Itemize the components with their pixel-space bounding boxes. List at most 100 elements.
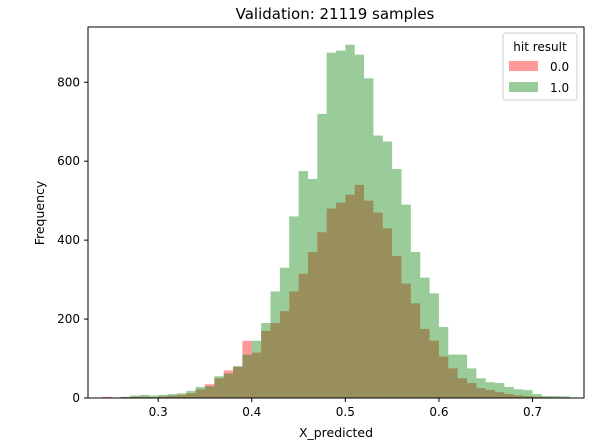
bar-1.0-28 xyxy=(364,78,374,398)
legend-label-1.0: 1.0 xyxy=(550,81,569,95)
x-tick-label: 0.6 xyxy=(429,405,448,419)
bar-1.0-19 xyxy=(279,267,290,398)
bar-0.0-14 xyxy=(233,366,243,398)
bar-1.0-36 xyxy=(438,326,449,398)
bar-1.0-42 xyxy=(495,383,505,398)
bar-0.0-15 xyxy=(242,340,252,398)
bar-0.0-31 xyxy=(392,255,402,398)
bar-0.0-27 xyxy=(354,184,365,398)
bar-0.0-16 xyxy=(251,352,262,398)
bar-1.0-2 xyxy=(120,396,131,398)
bar-1.0-44 xyxy=(513,389,524,398)
bar-1.0-27 xyxy=(354,54,365,398)
bar-0.0-28 xyxy=(364,200,374,398)
bar-1.0-21 xyxy=(298,171,308,398)
bar-0.0-8 xyxy=(176,394,187,398)
bar-1.0-43 xyxy=(504,386,514,398)
bar-1.0-14 xyxy=(233,366,243,398)
bar-0.0-36 xyxy=(438,356,449,398)
bar-0.0-25 xyxy=(336,202,346,398)
chart-title: Validation: 21119 samples xyxy=(236,5,435,23)
plot-frame xyxy=(87,26,585,399)
bar-0.0-39 xyxy=(467,383,477,398)
bar-0.0-0 xyxy=(102,396,112,398)
bar-1.0-9 xyxy=(186,390,196,398)
bar-0.0-30 xyxy=(382,228,393,398)
bar-0.0-43 xyxy=(504,394,514,398)
bar-1.0-48 xyxy=(551,396,561,398)
bar-1.0-10 xyxy=(195,386,205,398)
bar-0.0-26 xyxy=(345,194,355,398)
bar-0.0-32 xyxy=(401,283,411,398)
x-tick-label: 0.7 xyxy=(523,405,542,419)
x-tick-label: 0.5 xyxy=(336,405,355,419)
bar-1.0-35 xyxy=(429,293,439,398)
bar-1.0-49 xyxy=(560,396,570,398)
bar-1.0-39 xyxy=(467,368,477,398)
bar-1.0-11 xyxy=(204,386,215,398)
bar-1.0-4 xyxy=(139,394,149,398)
bar-1.0-12 xyxy=(214,376,224,398)
bar-0.0-12 xyxy=(214,378,224,398)
bar-1.0-33 xyxy=(410,251,421,398)
bar-0.0-29 xyxy=(373,212,383,398)
y-tick-label: 0 xyxy=(72,391,80,405)
bar-1.0-46 xyxy=(532,394,542,398)
x-tick-label: 0.3 xyxy=(149,405,168,419)
bar-1.0-3 xyxy=(130,395,140,398)
bars-layer xyxy=(102,44,570,399)
y-tick-label: 400 xyxy=(57,233,80,247)
bar-1.0-25 xyxy=(336,50,346,399)
bar-1.0-17 xyxy=(261,323,271,398)
legend: hit result 0.0 1.0 xyxy=(502,32,578,101)
bar-0.0-45 xyxy=(523,396,533,398)
x-axis: 0.3 0.4 0.5 0.6 0.7 xyxy=(149,398,542,419)
bar-1.0-37 xyxy=(448,354,458,398)
bar-0.0-41 xyxy=(485,390,496,398)
y-axis: 0 200 400 600 800 xyxy=(57,75,88,405)
y-tick-label: 800 xyxy=(57,75,80,89)
bar-1.0-6 xyxy=(158,394,168,398)
bar-1.0-13 xyxy=(223,373,234,398)
series-1.0 xyxy=(102,44,570,399)
bar-1.0-16 xyxy=(251,340,262,398)
bar-0.0-10 xyxy=(195,389,205,398)
bar-0.0-44 xyxy=(513,395,524,398)
bar-0.0-3 xyxy=(130,396,140,398)
bar-0.0-7 xyxy=(167,395,177,398)
y-axis-label: Frequency xyxy=(32,180,47,245)
y-tick-label: 600 xyxy=(57,154,80,168)
bar-0.0-34 xyxy=(420,328,430,398)
bar-0.0-24 xyxy=(326,208,336,398)
legend-swatch-1.0 xyxy=(509,82,538,92)
bar-1.0-8 xyxy=(176,393,187,398)
bar-1.0-30 xyxy=(382,141,393,398)
bar-1.0-47 xyxy=(541,396,552,398)
bar-1.0-31 xyxy=(392,169,402,398)
legend-label-0.0: 0.0 xyxy=(550,60,569,74)
bar-0.0-42 xyxy=(495,392,505,398)
bar-0.0-19 xyxy=(279,311,290,398)
bar-0.0-17 xyxy=(261,330,271,398)
bar-0.0-37 xyxy=(448,368,458,398)
bar-1.0-29 xyxy=(373,135,383,399)
bar-0.0-13 xyxy=(223,370,234,398)
bar-0.0-23 xyxy=(317,232,327,398)
bar-1.0-18 xyxy=(270,291,280,398)
series-0.0 xyxy=(102,184,570,398)
bar-1.0-34 xyxy=(420,277,430,398)
bar-1.0-40 xyxy=(476,378,486,398)
bar-1.0-38 xyxy=(457,354,468,398)
x-axis-label: X_predicted xyxy=(299,425,373,440)
bar-1.0-45 xyxy=(523,390,533,398)
legend-title: hit result xyxy=(513,40,567,54)
plot-area xyxy=(88,27,584,398)
bar-0.0-33 xyxy=(410,303,421,398)
y-tick-label: 200 xyxy=(57,312,80,326)
bar-0.0-22 xyxy=(307,251,318,398)
bar-0.0-18 xyxy=(270,323,280,398)
bar-0.0-20 xyxy=(289,291,299,398)
bar-0.0-6 xyxy=(158,396,168,398)
